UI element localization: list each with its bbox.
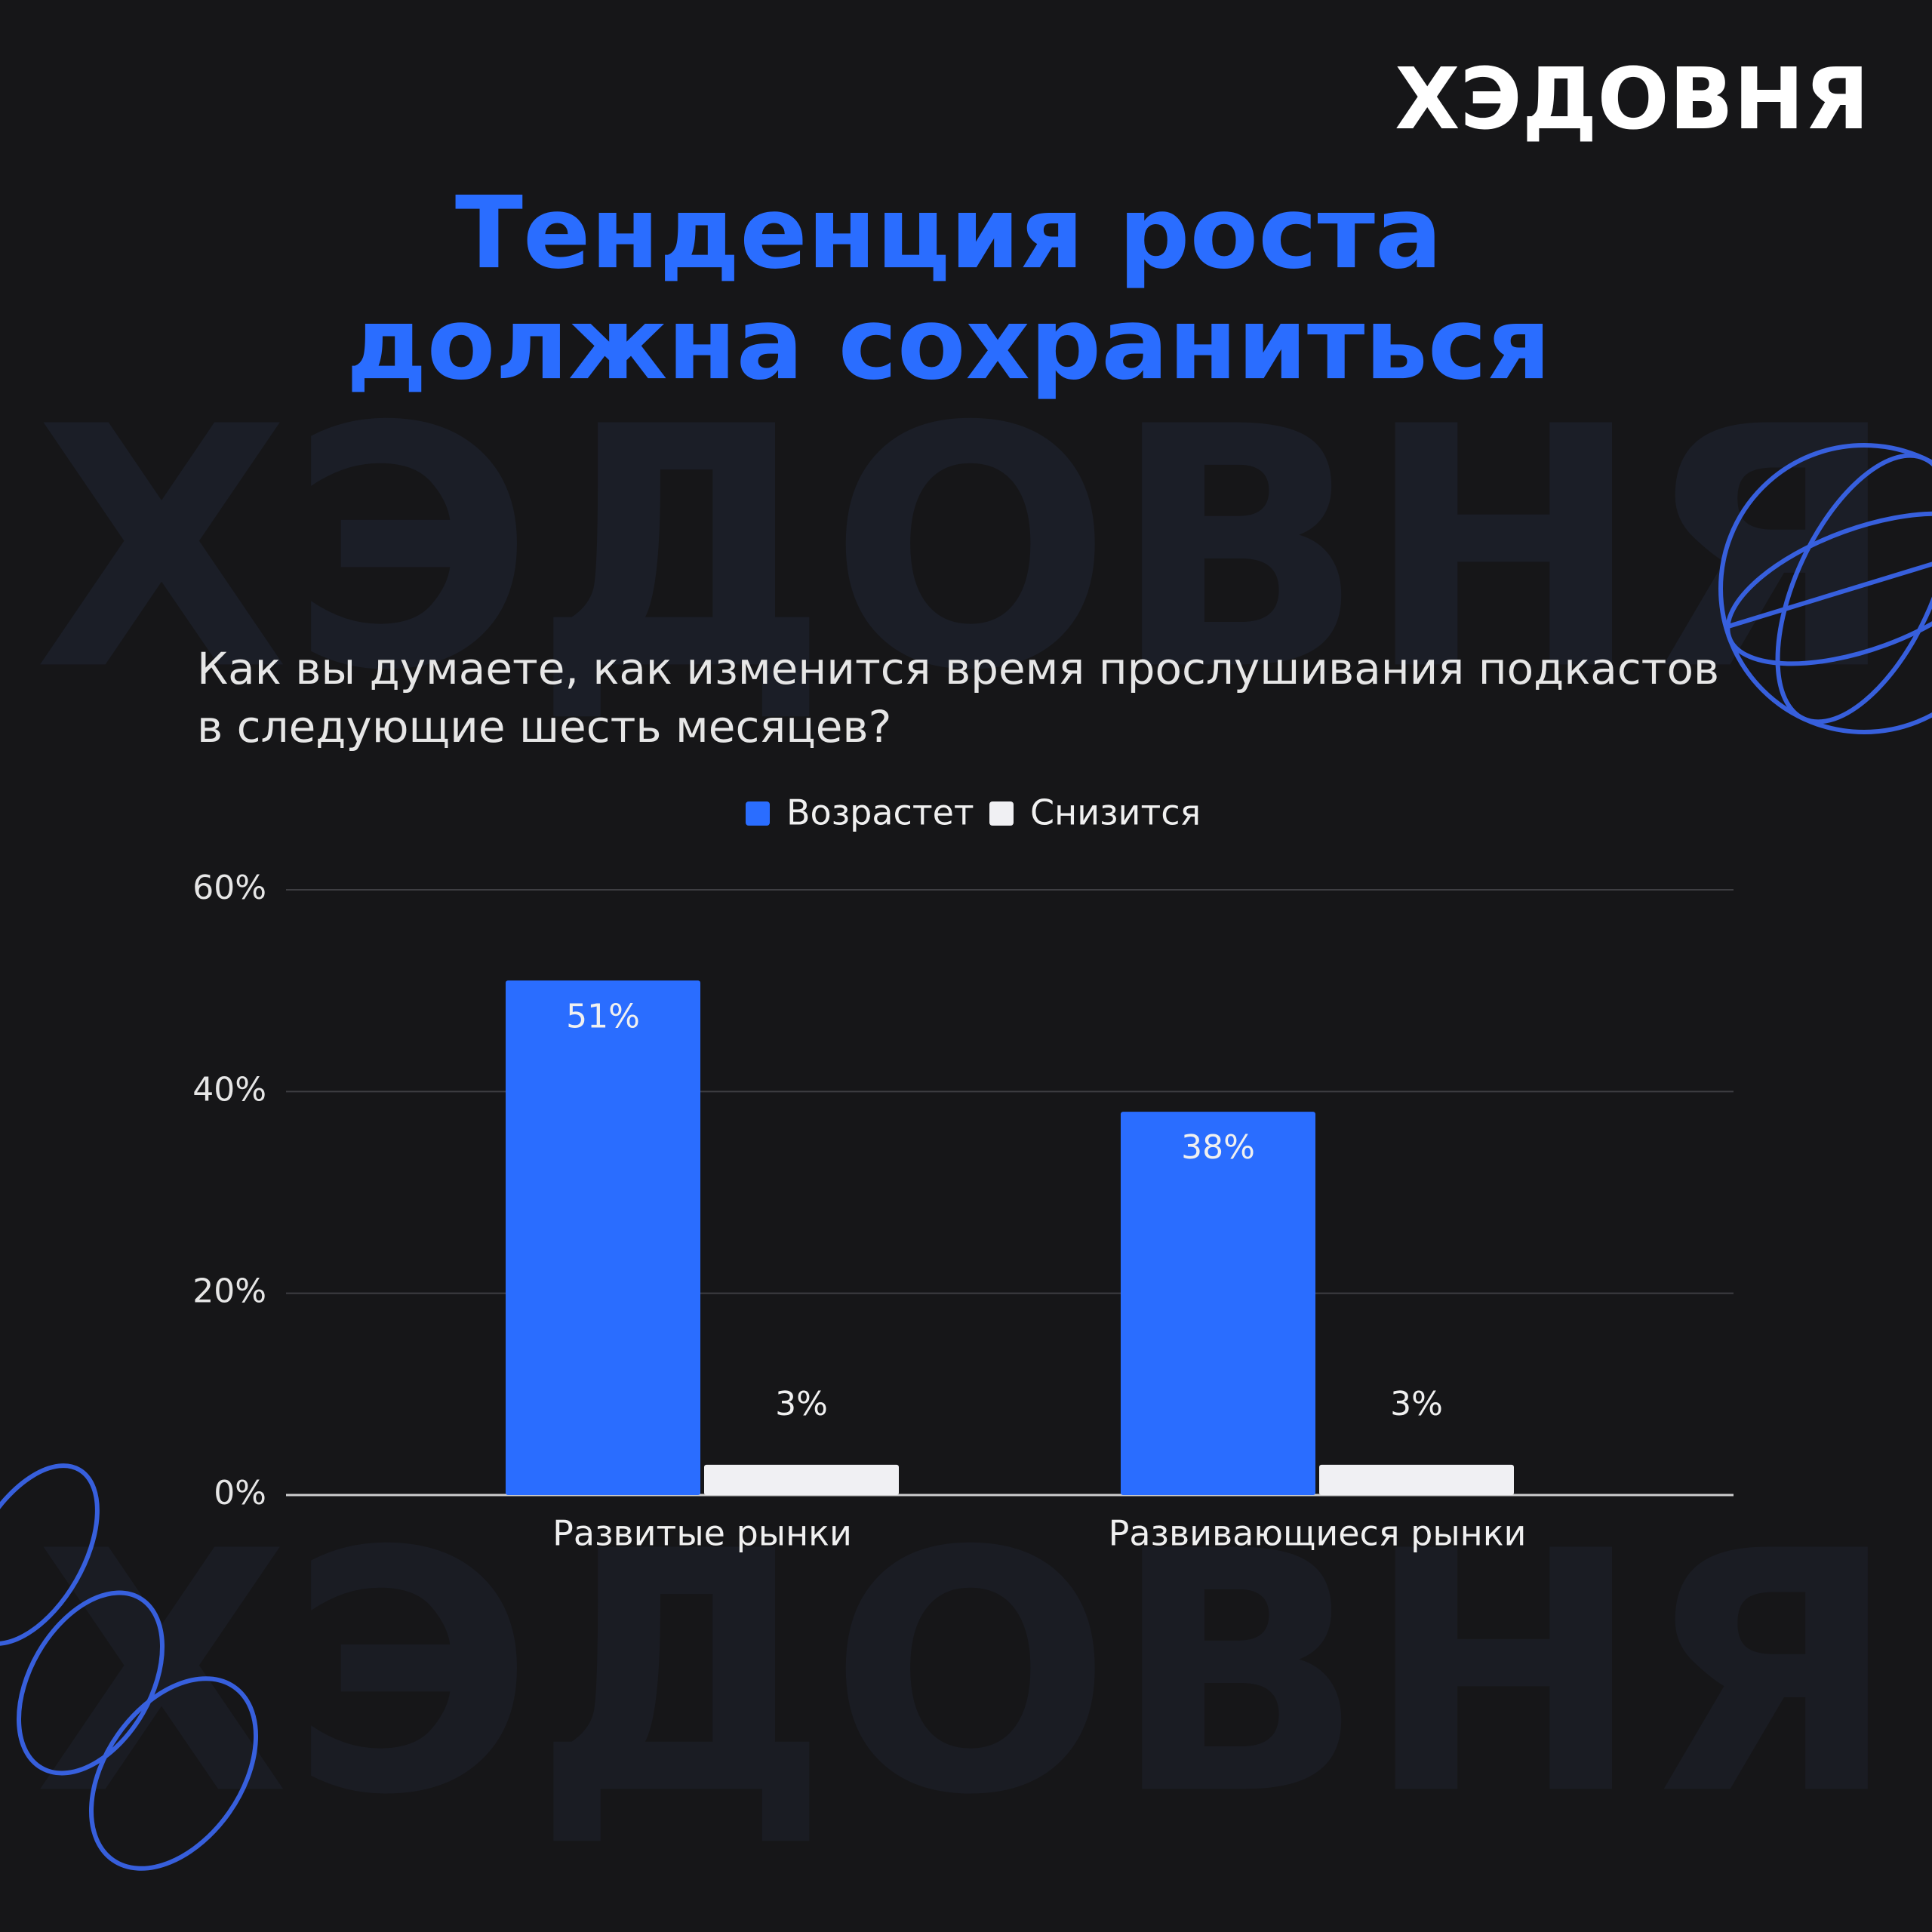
value-label: 3%: [1390, 1385, 1443, 1423]
y-tick-label: 60%: [192, 869, 266, 907]
spiral-decoration: [0, 1463, 259, 1871]
value-label: 3%: [775, 1385, 828, 1423]
bar: [506, 980, 700, 1495]
legend-swatch: [989, 801, 1014, 826]
value-label: 51%: [566, 997, 640, 1035]
bar: [704, 1464, 899, 1495]
x-tick-label: Развивающиеся рынки: [1109, 1513, 1527, 1554]
bar: [1121, 1112, 1315, 1495]
legend-swatch: [746, 801, 770, 826]
globe-decoration: [1718, 443, 1932, 734]
legend-label: Снизится: [1030, 792, 1201, 833]
y-tick-label: 40%: [192, 1070, 266, 1109]
watermark: ХЭДОВНЯ: [34, 356, 1899, 743]
chart-subtitle: Как вы думаете, как изменится время прос…: [197, 643, 1719, 694]
x-tick-label: Развитые рынки: [552, 1513, 852, 1554]
value-label: 38%: [1181, 1128, 1255, 1167]
chart-title: Тенденция роста: [455, 175, 1442, 291]
chart-subtitle: в следующие шесть месяцев?: [197, 701, 891, 752]
bar: [1319, 1464, 1514, 1495]
brand-logo: ХЭДОВНЯ: [1395, 51, 1869, 149]
legend-label: Возрастет: [786, 792, 974, 833]
chart-title: должна сохраниться: [346, 286, 1551, 402]
y-tick-label: 0%: [214, 1474, 266, 1512]
watermark: ХЭДОВНЯ: [34, 1481, 1899, 1867]
y-tick-label: 20%: [192, 1272, 266, 1311]
